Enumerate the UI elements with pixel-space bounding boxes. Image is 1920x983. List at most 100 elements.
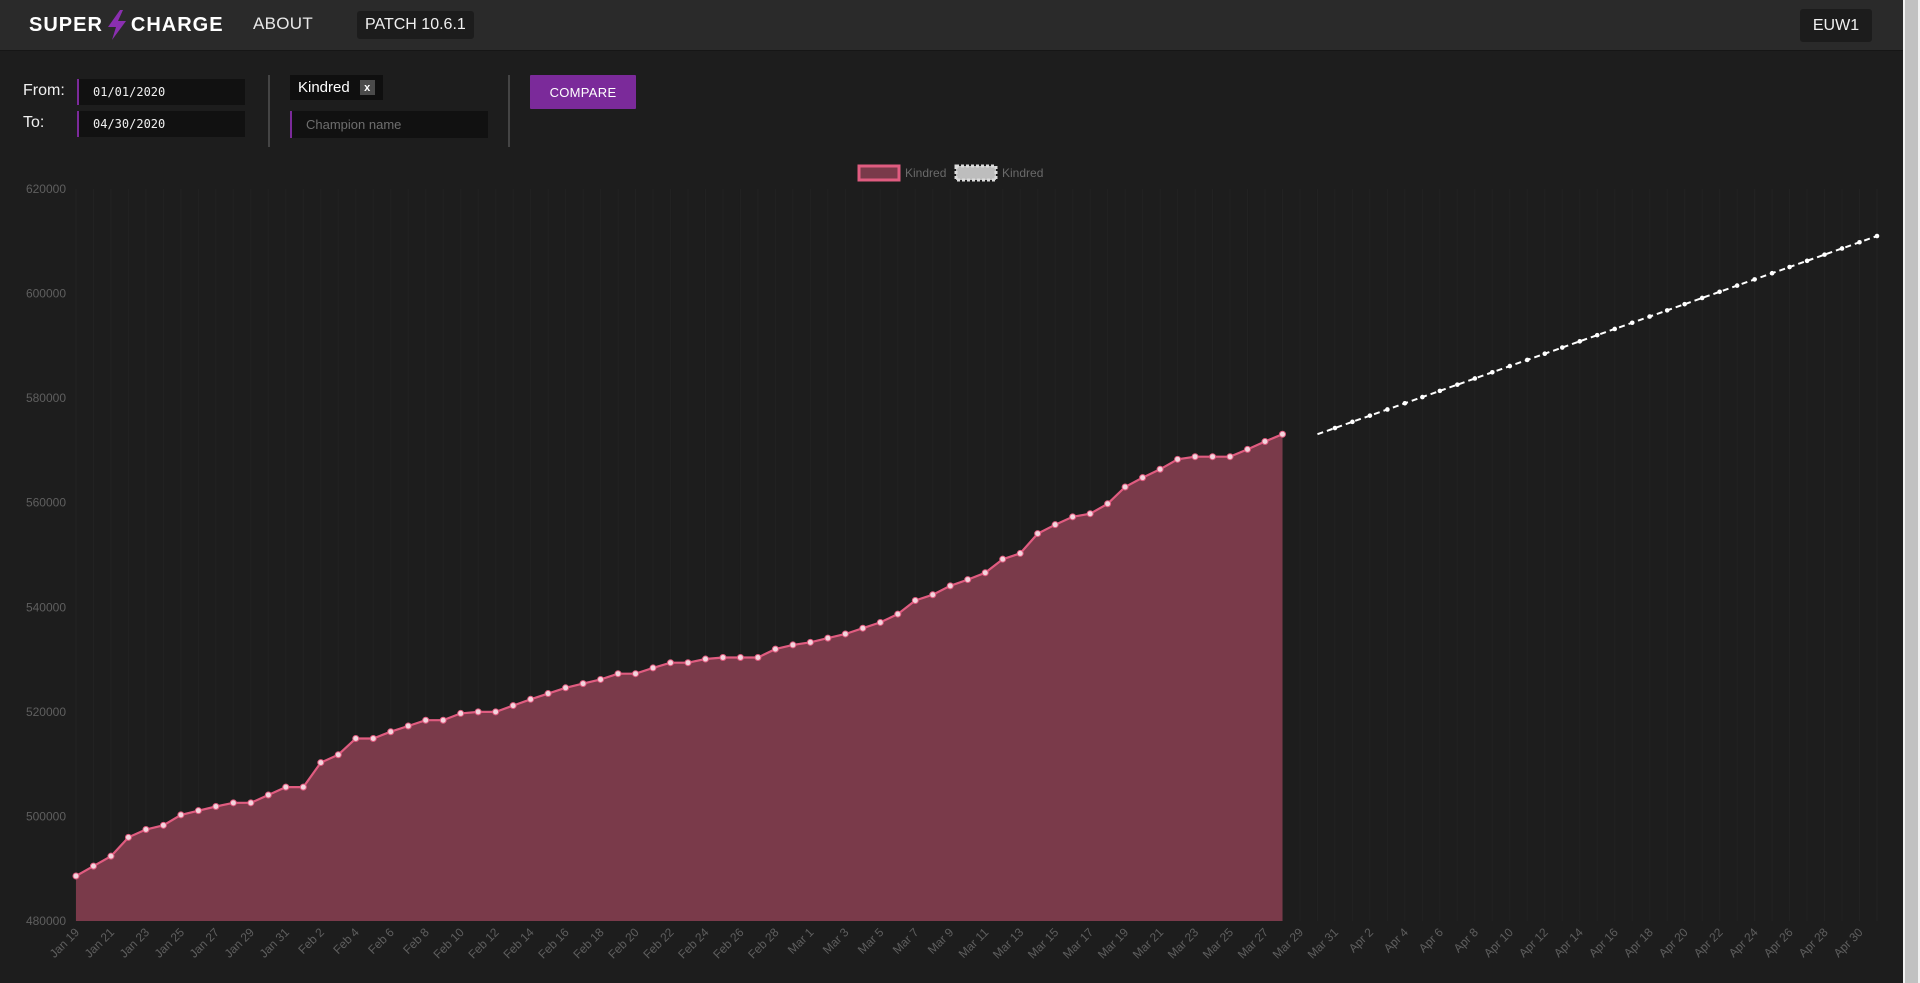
data-point[interactable] — [876, 618, 884, 626]
data-point[interactable] — [1016, 549, 1024, 557]
forecast-point[interactable] — [1822, 252, 1827, 257]
data-point[interactable] — [1086, 510, 1094, 518]
data-point[interactable] — [544, 690, 552, 698]
data-point[interactable] — [1069, 513, 1077, 521]
data-point[interactable] — [1034, 530, 1042, 538]
region-selector[interactable]: EUW1 — [1800, 9, 1872, 42]
data-point[interactable] — [579, 680, 587, 688]
data-point[interactable] — [859, 624, 867, 632]
data-point[interactable] — [422, 716, 430, 724]
forecast-point[interactable] — [1682, 301, 1687, 307]
data-point[interactable] — [1051, 521, 1059, 529]
data-point[interactable] — [1278, 430, 1286, 438]
data-point[interactable] — [509, 702, 517, 710]
data-point[interactable] — [1191, 453, 1199, 461]
forecast-point[interactable] — [1577, 339, 1583, 344]
forecast-point[interactable] — [1769, 270, 1775, 276]
patch-badge[interactable]: PATCH 10.6.1 — [357, 11, 474, 39]
forecast-point[interactable] — [1787, 264, 1792, 270]
data-point[interactable] — [894, 610, 902, 618]
data-point[interactable] — [474, 708, 482, 716]
forecast-point[interactable] — [1612, 326, 1618, 332]
forecast-point[interactable] — [1664, 308, 1670, 313]
data-point[interactable] — [1139, 474, 1147, 482]
data-point[interactable] — [841, 630, 849, 638]
data-point[interactable] — [736, 653, 744, 661]
data-point[interactable] — [614, 670, 622, 678]
forecast-point[interactable] — [1402, 400, 1408, 406]
data-point[interactable] — [981, 569, 989, 577]
forecast-point[interactable] — [1752, 277, 1757, 282]
data-point[interactable] — [701, 655, 709, 663]
data-point[interactable] — [946, 582, 954, 590]
data-point[interactable] — [684, 659, 692, 667]
legend-label-forecast[interactable]: Kindred — [1002, 166, 1043, 180]
data-point[interactable] — [719, 653, 727, 661]
data-point[interactable] — [754, 653, 762, 661]
legend-swatch-actual[interactable] — [857, 164, 901, 182]
data-point[interactable] — [597, 675, 605, 683]
data-point[interactable] — [142, 826, 150, 833]
nav-about-link[interactable]: ABOUT — [253, 14, 314, 33]
forecast-point[interactable] — [1507, 363, 1513, 369]
data-point[interactable] — [89, 862, 97, 870]
chart-legend[interactable]: Kindred Kindred — [857, 164, 1043, 182]
forecast-point[interactable] — [1385, 407, 1390, 412]
data-point[interactable] — [562, 684, 570, 692]
data-point[interactable] — [824, 634, 832, 642]
champion-name-input[interactable]: Champion name — [290, 111, 488, 138]
data-point[interactable] — [492, 708, 500, 716]
data-point[interactable] — [771, 645, 779, 653]
compare-button[interactable]: COMPARE — [530, 75, 636, 109]
scrollbar-thumb[interactable] — [1905, 0, 1918, 983]
data-point[interactable] — [159, 821, 167, 829]
forecast-point[interactable] — [1350, 419, 1355, 425]
data-point[interactable] — [1104, 500, 1112, 508]
forecast-point[interactable] — [1524, 357, 1530, 363]
data-point[interactable] — [964, 576, 972, 584]
data-point[interactable] — [369, 735, 377, 743]
data-point[interactable] — [439, 716, 447, 724]
forecast-point[interactable] — [1367, 413, 1373, 418]
data-point[interactable] — [999, 555, 1007, 563]
data-point[interactable] — [1261, 438, 1269, 446]
forecast-point[interactable] — [1455, 382, 1460, 387]
data-point[interactable] — [177, 811, 185, 819]
data-point[interactable] — [789, 641, 797, 649]
data-point[interactable] — [194, 807, 202, 815]
logo[interactable]: SUPER CHARGE — [29, 10, 224, 40]
remove-champion-button[interactable]: x — [359, 80, 375, 95]
data-point[interactable] — [1121, 483, 1129, 491]
data-point[interactable] — [457, 709, 465, 717]
data-point[interactable] — [124, 833, 132, 841]
forecast-point[interactable] — [1717, 289, 1722, 295]
data-point[interactable] — [72, 872, 80, 880]
legend-label-actual[interactable]: Kindred — [905, 166, 946, 180]
forecast-point[interactable] — [1804, 258, 1810, 264]
forecast-point[interactable] — [1699, 295, 1705, 301]
data-point[interactable] — [911, 596, 919, 604]
data-point[interactable] — [247, 799, 255, 807]
forecast-point[interactable] — [1629, 320, 1635, 326]
data-point[interactable] — [212, 802, 220, 810]
forecast-point[interactable] — [1874, 233, 1880, 239]
data-point[interactable] — [806, 638, 814, 646]
data-point[interactable] — [929, 591, 937, 599]
data-point[interactable] — [1174, 455, 1182, 463]
data-point[interactable] — [107, 852, 115, 860]
data-point[interactable] — [299, 783, 307, 791]
data-point[interactable] — [334, 751, 342, 759]
forecast-point[interactable] — [1332, 425, 1338, 431]
forecast-point[interactable] — [1594, 332, 1600, 338]
forecast-point[interactable] — [1734, 283, 1740, 288]
data-point[interactable] — [649, 664, 657, 672]
data-point[interactable] — [317, 759, 325, 767]
data-point[interactable] — [282, 783, 290, 791]
forecast-point[interactable] — [1437, 388, 1443, 394]
data-point[interactable] — [264, 791, 272, 799]
data-point[interactable] — [387, 728, 395, 736]
data-point[interactable] — [1226, 453, 1234, 461]
data-point[interactable] — [352, 735, 360, 743]
data-point[interactable] — [1156, 465, 1164, 473]
forecast-point[interactable] — [1420, 394, 1425, 400]
